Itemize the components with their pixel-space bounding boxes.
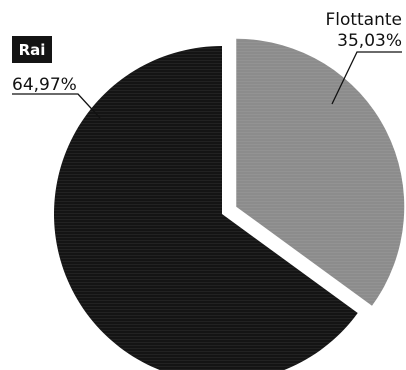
rai-logo-text: Rai [19,41,46,59]
rai-logo-box [12,36,52,63]
pie-slice-rai-texture [54,46,358,370]
flottante-leader-line [331,51,402,105]
pie-slice-flottante-texture [236,38,405,306]
rai-value-label: 64,97% [12,75,77,95]
flottante-name-label: Flottante [325,10,402,30]
flottante-value-label: 35,03% [337,31,402,51]
rai-label-group: Rai 64,97% [12,36,101,119]
flottante-label-group: Flottante 35,03% [325,10,402,105]
rai-leader-line [12,93,101,119]
